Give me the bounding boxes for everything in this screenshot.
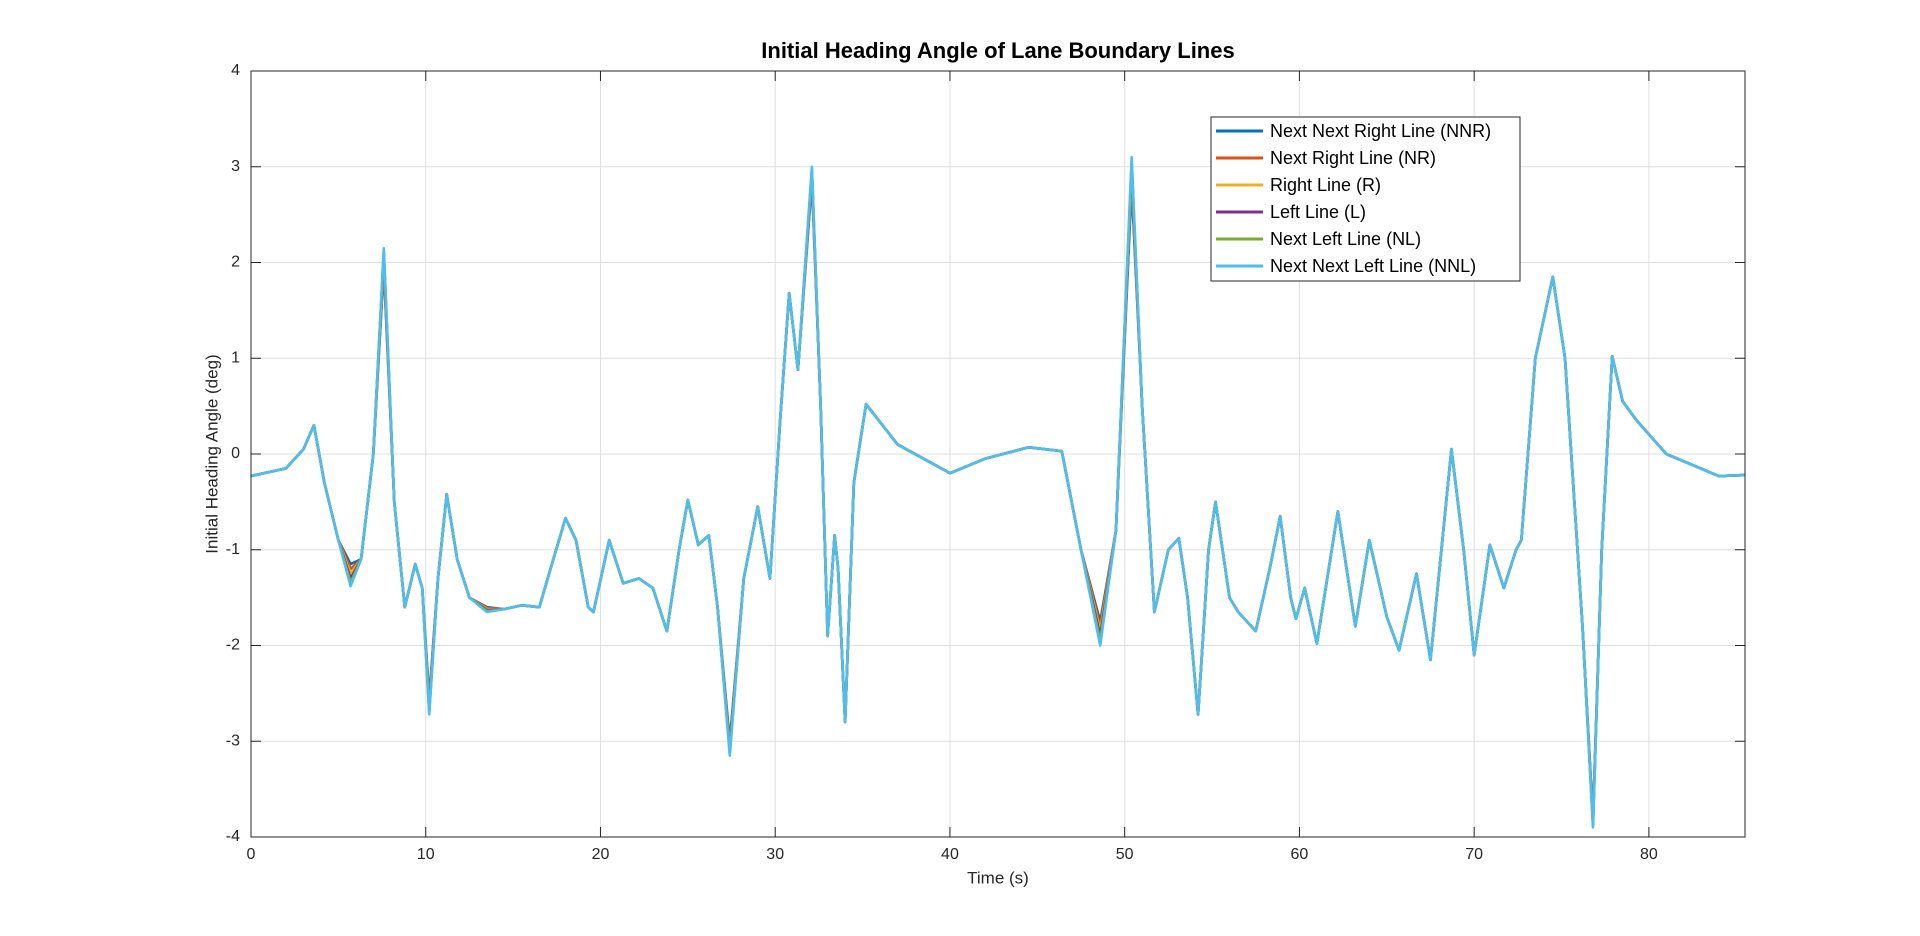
y-tick-label: 3 (231, 158, 240, 175)
chart-title: Initial Heading Angle of Lane Boundary L… (761, 38, 1234, 63)
legend-label: Right Line (R) (1270, 175, 1381, 195)
x-axis-label: Time (s) (967, 868, 1029, 887)
x-tick-label: 50 (1116, 846, 1134, 863)
x-tick-label: 40 (941, 846, 959, 863)
legend-label: Next Left Line (NL) (1270, 229, 1421, 249)
legend-label: Next Right Line (NR) (1270, 148, 1436, 168)
x-tick-label: 10 (417, 846, 435, 863)
legend-label: Next Next Right Line (NNR) (1270, 121, 1491, 141)
x-tick-label: 20 (592, 846, 610, 863)
legend: Next Next Right Line (NNR) Next Right Lin… (1210, 116, 1521, 282)
legend-box (1210, 116, 1521, 282)
series-line (250, 155, 1746, 829)
lines (250, 155, 1746, 829)
x-tick-label: 80 (1640, 846, 1658, 863)
y-tick-label: 4 (231, 62, 240, 79)
legend-label: Next Next Left Line (NNL) (1270, 256, 1476, 276)
y-tick-label: 2 (231, 254, 240, 271)
x-tick-label: 60 (1291, 846, 1309, 863)
ticks: 0 10 20 30 40 50 60 70 80 -4 -3 -2 -1 0 1 2 3 4 (226, 62, 1745, 863)
y-tick-label: -3 (226, 732, 240, 749)
y-axis-label: Initial Heading Angle (deg) (202, 354, 221, 553)
y-tick-label: 1 (231, 349, 240, 366)
y-tick-label: -2 (226, 637, 240, 654)
y-tick-label: -1 (226, 541, 240, 558)
x-tick-label: 30 (766, 846, 784, 863)
y-tick-label: -4 (226, 828, 240, 845)
legend-label: Left Line (L) (1270, 202, 1366, 222)
x-tick-label: 70 (1465, 846, 1483, 863)
x-tick-label: 0 (247, 846, 256, 863)
y-tick-label: 0 (231, 445, 240, 462)
